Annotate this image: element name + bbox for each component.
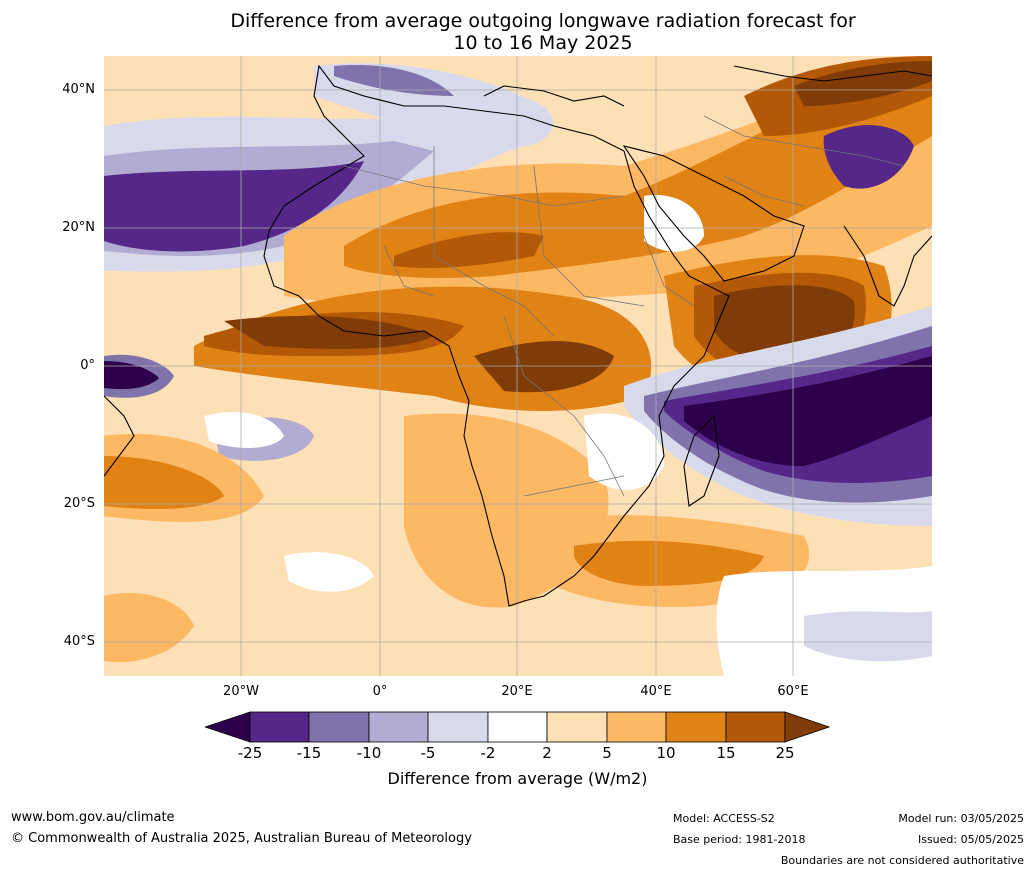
map-canvas (104, 56, 932, 676)
colorbar-tick: 2 (542, 744, 552, 762)
positive-anomaly-equatorial (194, 286, 652, 411)
colorbar-tick: -2 (480, 744, 496, 762)
colorbar-tick: -5 (420, 744, 436, 762)
colorbar-tick: 25 (775, 744, 795, 762)
colorbar-tick: 5 (602, 744, 612, 762)
footer-model-run: Model run: 03/05/2025 (898, 812, 1024, 825)
colorbar-tick: -25 (237, 744, 263, 762)
colorbar-segment-8 (665, 711, 727, 743)
colorbar-segment-2 (308, 711, 370, 743)
colorbar-tick: 15 (716, 744, 736, 762)
lon-label-40e: 40°E (640, 684, 672, 699)
olr-anomaly-map (104, 56, 932, 676)
colorbar-segment-6 (546, 711, 608, 743)
graticule (104, 56, 932, 676)
lat-label-20s: 20°S (63, 496, 95, 511)
lon-label-20e: 20°E (501, 684, 533, 699)
colorbar (205, 711, 830, 743)
lon-label-20w: 20°W (223, 684, 259, 699)
colorbar-segment-9 (725, 711, 786, 743)
footer-url[interactable]: www.bom.gov.au/climate (11, 810, 175, 825)
colorbar-tick: 10 (656, 744, 676, 762)
colorbar-segment-7 (606, 711, 667, 743)
coastlines (104, 64, 932, 607)
footer-base-period: Base period: 1981-2018 (673, 833, 806, 846)
map-title: Difference from average outgoing longwav… (150, 10, 936, 54)
country-boundaries (343, 115, 905, 497)
colorbar-segment-4 (427, 711, 489, 743)
lat-label-20n: 20°N (62, 220, 95, 235)
colorbar-segment-3 (368, 711, 429, 743)
lat-label-40s: 40°S (63, 634, 95, 649)
colorbar-segment-1 (249, 711, 310, 743)
near-zero-regions (204, 195, 932, 676)
colorbar-segment-5 (487, 711, 548, 743)
colorbar-segment-above-max (784, 711, 830, 743)
colorbar-segment-below-min (205, 711, 251, 743)
colorbar-tick: -15 (296, 744, 322, 762)
colorbar-tick: -10 (356, 744, 382, 762)
lon-label-60e: 60°E (777, 684, 809, 699)
lon-label-0: 0° (372, 684, 388, 699)
negative-anomaly-indian-ocean (624, 125, 932, 526)
footer-disclaimer: Boundaries are not considered authoritat… (780, 854, 1024, 867)
footer-model: Model: ACCESS-S2 (673, 812, 775, 825)
footer-copyright: © Commonwealth of Australia 2025, Austra… (11, 831, 472, 846)
positive-anomaly-south (104, 413, 810, 663)
lat-label-0: 0° (80, 358, 95, 373)
footer-issued: Issued: 05/05/2025 (917, 833, 1024, 846)
negative-anomaly-atlantic (104, 116, 524, 272)
title-line-2: 10 to 16 May 2025 (453, 32, 633, 54)
lat-label-40n: 40°N (62, 82, 95, 97)
title-line-1: Difference from average outgoing longwav… (230, 10, 856, 32)
colorbar-label: Difference from average (W/m2) (387, 769, 648, 788)
